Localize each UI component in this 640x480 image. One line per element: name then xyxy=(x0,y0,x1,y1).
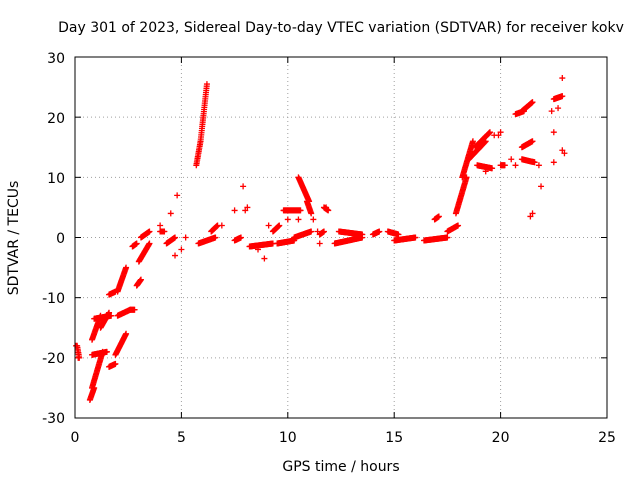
data-point xyxy=(512,162,519,169)
x-tick-labels: 0 5 10 15 20 25 xyxy=(71,430,616,446)
data-point xyxy=(538,183,545,190)
data-point xyxy=(255,246,262,253)
data-point xyxy=(212,234,219,241)
data-point xyxy=(559,147,566,154)
y-tick-label: 0 xyxy=(56,231,65,247)
data-point xyxy=(550,159,557,166)
x-tick-label: 15 xyxy=(385,430,403,446)
data-point xyxy=(123,264,130,271)
data-point xyxy=(308,228,315,235)
y-tick-labels: 30 20 10 0 -10 -20 -30 xyxy=(42,51,65,427)
data-point xyxy=(435,213,442,220)
data-point xyxy=(231,207,238,214)
data-point xyxy=(531,159,538,166)
y-tick-label: -30 xyxy=(42,411,65,427)
data-point xyxy=(295,216,302,223)
data-point xyxy=(106,309,113,316)
data-point xyxy=(123,330,130,337)
data-point xyxy=(182,234,189,241)
x-tick-label: 10 xyxy=(279,430,297,446)
data-point xyxy=(469,138,476,145)
data-point xyxy=(325,207,332,214)
data-point xyxy=(486,129,493,136)
data-point xyxy=(320,228,327,235)
data-point xyxy=(73,342,80,349)
data-point xyxy=(276,222,283,229)
data-point xyxy=(131,306,138,313)
data-point xyxy=(75,354,82,361)
x-tick-label: 0 xyxy=(71,430,80,446)
data-point xyxy=(376,228,383,235)
data-point xyxy=(172,252,179,259)
data-point xyxy=(550,129,557,136)
x-axis-label: GPS time / hours xyxy=(282,459,399,475)
data-point xyxy=(146,240,153,247)
data-point xyxy=(178,246,185,253)
y-gridlines xyxy=(75,116,607,359)
data-point xyxy=(316,240,323,247)
y-tick-label: 20 xyxy=(47,111,65,127)
data-point xyxy=(323,204,330,211)
data-point xyxy=(103,348,110,355)
grid xyxy=(75,57,607,418)
data-point xyxy=(167,210,174,217)
data-point xyxy=(455,222,462,229)
x-gridlines xyxy=(180,57,502,418)
data-series-kokv xyxy=(73,75,568,403)
data-point xyxy=(482,168,489,175)
data-point xyxy=(203,81,210,88)
y-tick-label: -20 xyxy=(42,351,65,367)
y-tick-label: 10 xyxy=(47,171,65,187)
data-point xyxy=(314,228,321,235)
data-point xyxy=(174,192,181,199)
data-point xyxy=(137,276,144,283)
data-point xyxy=(244,204,251,211)
data-point xyxy=(297,207,304,214)
x-tick-label: 5 xyxy=(177,430,186,446)
data-point xyxy=(548,108,555,115)
data-point xyxy=(529,138,536,145)
x-tick-label: 25 xyxy=(598,430,616,446)
data-point xyxy=(242,207,249,214)
data-point xyxy=(444,234,451,241)
data-point xyxy=(561,150,568,157)
data-point xyxy=(146,228,153,235)
data-point xyxy=(559,75,566,82)
data-point xyxy=(172,234,179,241)
data-point xyxy=(535,162,542,169)
data-point xyxy=(508,156,515,163)
y-tick-label: 30 xyxy=(47,51,65,67)
data-point xyxy=(112,360,119,367)
data-point xyxy=(133,240,140,247)
data-point xyxy=(310,216,317,223)
data-point xyxy=(265,222,272,229)
x-tick-label: 20 xyxy=(492,430,510,446)
y-axis-label: SDTVAR / TECUs xyxy=(6,181,22,296)
data-point xyxy=(308,210,315,217)
data-point xyxy=(218,222,225,229)
data-point xyxy=(412,234,419,241)
data-point xyxy=(555,105,562,112)
data-point xyxy=(501,162,508,169)
data-point xyxy=(529,99,536,106)
y-tick-label: -10 xyxy=(42,291,65,307)
data-point xyxy=(237,234,244,241)
data-point xyxy=(497,129,504,136)
data-point xyxy=(489,165,496,172)
data-point xyxy=(395,231,402,238)
data-point xyxy=(240,183,247,190)
plot-frame xyxy=(74,56,608,419)
data-point xyxy=(529,210,536,217)
data-point xyxy=(261,255,268,262)
data-point xyxy=(527,213,534,220)
chart-title: Day 301 of 2023, Sidereal Day-to-day VTE… xyxy=(58,20,624,36)
data-point xyxy=(157,222,164,229)
data-point xyxy=(495,132,502,139)
data-point xyxy=(359,231,366,238)
data-point xyxy=(284,216,291,223)
data-point xyxy=(161,228,168,235)
data-point xyxy=(559,93,566,100)
